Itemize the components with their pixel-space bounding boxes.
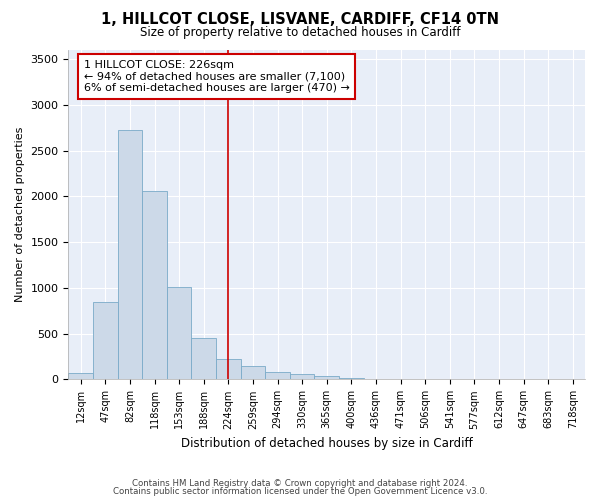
Text: 1 HILLCOT CLOSE: 226sqm
← 94% of detached houses are smaller (7,100)
6% of semi-: 1 HILLCOT CLOSE: 226sqm ← 94% of detache… xyxy=(84,60,350,93)
X-axis label: Distribution of detached houses by size in Cardiff: Distribution of detached houses by size … xyxy=(181,437,473,450)
Bar xyxy=(314,376,339,380)
Bar xyxy=(167,287,191,380)
Bar xyxy=(118,130,142,380)
Bar xyxy=(290,374,314,380)
Bar xyxy=(142,191,167,380)
Bar xyxy=(265,372,290,380)
Bar xyxy=(339,378,364,380)
Bar xyxy=(241,366,265,380)
Bar xyxy=(364,378,388,380)
Bar xyxy=(191,338,216,380)
Y-axis label: Number of detached properties: Number of detached properties xyxy=(15,127,25,302)
Text: Size of property relative to detached houses in Cardiff: Size of property relative to detached ho… xyxy=(140,26,460,39)
Text: 1, HILLCOT CLOSE, LISVANE, CARDIFF, CF14 0TN: 1, HILLCOT CLOSE, LISVANE, CARDIFF, CF14… xyxy=(101,12,499,28)
Text: Contains HM Land Registry data © Crown copyright and database right 2024.: Contains HM Land Registry data © Crown c… xyxy=(132,478,468,488)
Bar xyxy=(68,372,93,380)
Bar xyxy=(216,360,241,380)
Bar xyxy=(93,302,118,380)
Text: Contains public sector information licensed under the Open Government Licence v3: Contains public sector information licen… xyxy=(113,487,487,496)
